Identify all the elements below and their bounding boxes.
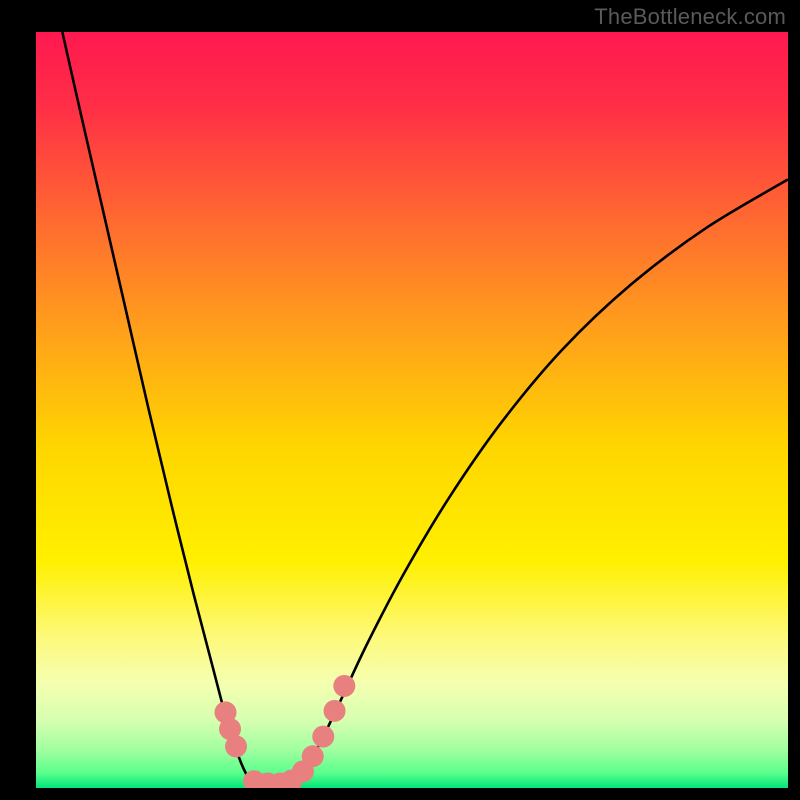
curve-layer	[36, 32, 788, 788]
data-marker	[324, 700, 346, 722]
data-marker	[302, 745, 324, 767]
data-marker	[333, 675, 355, 697]
right-curve	[295, 179, 788, 782]
data-marker	[312, 726, 334, 748]
bottleneck-chart: TheBottleneck.com	[0, 0, 800, 800]
marker-group	[215, 675, 356, 788]
left-curve	[62, 32, 250, 782]
watermark-text: TheBottleneck.com	[594, 4, 786, 30]
data-marker	[225, 735, 247, 757]
plot-area	[36, 32, 788, 788]
